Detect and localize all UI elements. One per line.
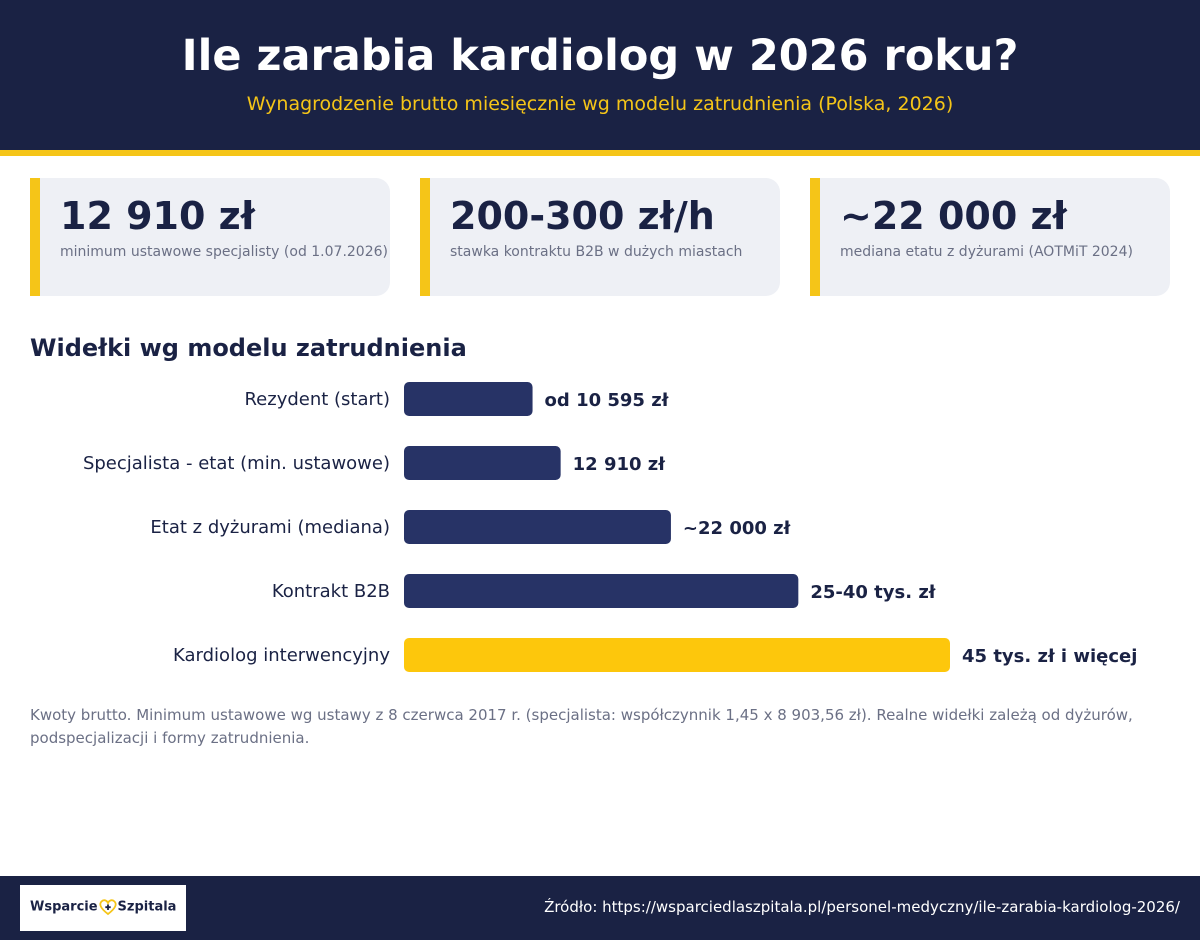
- logo-text-right: Szpitala: [117, 899, 177, 915]
- stat-description: mediana etatu z dyżurami (AOTMiT 2024): [840, 244, 1133, 260]
- stat-card-accent: [810, 178, 820, 296]
- footer: Wsparcie Szpitala Źródło: https://wsparci…: [0, 876, 1200, 940]
- footnote: Kwoty brutto. Minimum ustawowe wg ustawy…: [30, 706, 1133, 747]
- bar: [404, 382, 533, 416]
- bar: [404, 574, 799, 608]
- page-title: Ile zarabia kardiolog w 2026 roku?: [181, 31, 1019, 81]
- stat-value: ~22 000 zł: [840, 194, 1067, 238]
- stat-description: stawka kontraktu B2B w dużych miastach: [450, 244, 743, 260]
- stat-description: minimum ustawowe specjalisty (od 1.07.20…: [60, 244, 388, 260]
- logo-text-left: Wsparcie: [30, 899, 98, 915]
- bar: [404, 510, 671, 544]
- stat-card-accent: [30, 178, 40, 296]
- category-label: Specjalista - etat (min. ustawowe): [83, 453, 390, 474]
- stat-value: 200-300 zł/h: [450, 194, 715, 238]
- logo: Wsparcie Szpitala: [20, 885, 186, 931]
- stat-card-minimum: 12 910 zł minimum ustawowe specjalisty (…: [30, 178, 390, 296]
- section-title: Widełki wg modelu zatrudnienia: [30, 334, 467, 362]
- value-label: 25-40 tys. zł: [810, 582, 936, 603]
- value-label: 12 910 zł: [573, 454, 667, 475]
- stat-card-accent: [420, 178, 430, 296]
- salary-bar-chart: Rezydent (start) od 10 595 zł Specjalista …: [83, 382, 1137, 672]
- category-label: Rezydent (start): [244, 389, 390, 410]
- stat-value: 12 910 zł: [60, 194, 255, 238]
- bar: [404, 446, 561, 480]
- value-label: ~22 000 zł: [683, 518, 792, 539]
- stat-card-median: ~22 000 zł mediana etatu z dyżurami (AOT…: [810, 178, 1170, 296]
- source-link[interactable]: Źródło: https://wsparciedlaszpitala.pl/p…: [544, 898, 1180, 916]
- page-subtitle: Wynagrodzenie brutto miesięcznie wg mode…: [246, 93, 954, 115]
- value-label: od 10 595 zł: [545, 390, 670, 411]
- bar: [404, 638, 950, 672]
- heart-cross-icon: [98, 899, 117, 916]
- category-label: Kardiolog interwencyjny: [173, 645, 390, 666]
- value-label: 45 tys. zł i więcej: [962, 646, 1137, 667]
- header: Ile zarabia kardiolog w 2026 roku? Wynag…: [0, 0, 1200, 150]
- category-label: Etat z dyżurami (mediana): [150, 517, 390, 538]
- header-divider: [0, 150, 1200, 156]
- stat-card-b2b-rate: 200-300 zł/h stawka kontraktu B2B w duży…: [420, 178, 780, 296]
- category-label: Kontrakt B2B: [272, 581, 390, 602]
